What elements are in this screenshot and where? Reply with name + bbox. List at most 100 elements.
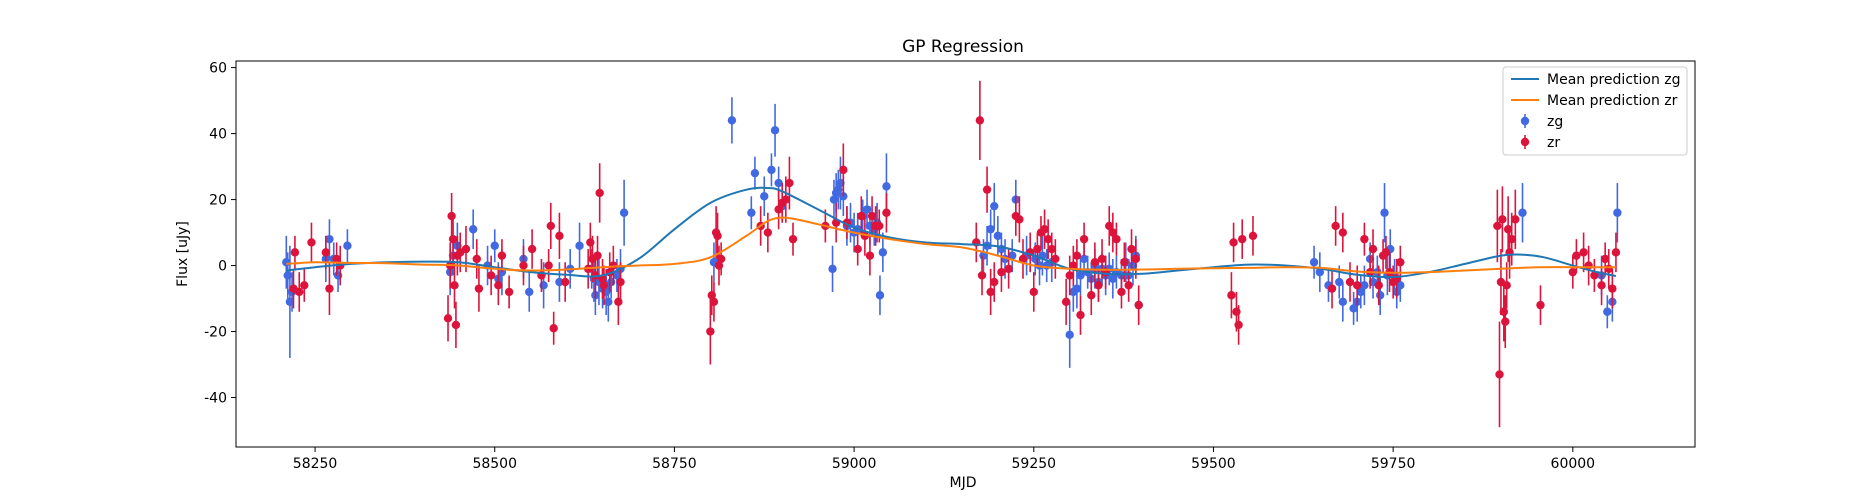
data-point <box>560 277 570 287</box>
x-tick-label: 58750 <box>652 456 697 472</box>
data-point <box>1097 254 1107 264</box>
data-point <box>1572 251 1581 260</box>
data-point <box>1381 248 1391 257</box>
data-point <box>295 287 304 297</box>
data-point <box>716 254 726 264</box>
data-point <box>300 281 309 290</box>
chart-title: GP Regression <box>902 37 1024 57</box>
series-zr <box>289 80 1621 428</box>
data-point <box>1040 225 1049 234</box>
data-point <box>1072 251 1082 260</box>
data-point <box>325 234 334 244</box>
data-point <box>774 205 783 214</box>
data-point <box>839 165 848 175</box>
data-point <box>857 211 866 221</box>
data-point <box>1376 291 1385 300</box>
data-point <box>546 221 555 231</box>
data-point <box>1087 291 1096 300</box>
data-point <box>1356 287 1365 297</box>
data-point <box>781 195 791 204</box>
data-point <box>727 116 737 125</box>
data-point <box>788 234 798 244</box>
data-point <box>1105 221 1114 231</box>
data-point <box>1008 251 1017 260</box>
data-point <box>1518 208 1527 217</box>
data-point <box>1065 271 1074 280</box>
data-point <box>1380 208 1389 217</box>
data-point <box>321 248 331 257</box>
data-point <box>986 287 995 297</box>
x-tick-label: 59000 <box>832 456 877 472</box>
data-point <box>486 271 496 280</box>
data-point <box>1238 234 1247 244</box>
data-point <box>1360 234 1369 244</box>
data-point <box>549 324 558 333</box>
data-point <box>519 261 528 270</box>
data-point <box>1507 234 1516 244</box>
data-point <box>595 188 604 198</box>
data-point <box>1076 271 1085 280</box>
data-point <box>1568 267 1578 277</box>
legend-label: Mean prediction zr <box>1547 93 1678 109</box>
data-point <box>468 225 478 234</box>
data-point <box>993 231 1003 241</box>
data-point <box>1108 228 1118 237</box>
data-point <box>451 320 461 330</box>
data-point <box>1338 228 1348 237</box>
data-point <box>448 234 458 244</box>
data-point <box>1498 215 1507 224</box>
data-point <box>1131 254 1141 264</box>
data-point <box>1501 317 1510 326</box>
data-point <box>1065 330 1074 340</box>
x-tick-label: 59500 <box>1191 456 1236 472</box>
data-point <box>1309 258 1319 267</box>
data-point <box>1069 261 1078 270</box>
data-point <box>1076 310 1085 320</box>
data-point <box>1094 281 1103 290</box>
data-point <box>1124 281 1133 290</box>
y-axis: -40 -20 0 20 40 60 <box>204 61 236 407</box>
data-point <box>1033 244 1042 254</box>
data-point <box>1536 300 1545 310</box>
data-point <box>1018 254 1028 264</box>
data-point <box>1349 304 1358 313</box>
data-point <box>1079 234 1089 244</box>
data-point <box>604 297 613 307</box>
data-point <box>747 208 756 217</box>
data-point <box>865 251 875 260</box>
data-point <box>1004 264 1013 274</box>
data-point <box>882 208 891 217</box>
data-point <box>1613 208 1622 217</box>
data-point <box>763 228 773 237</box>
data-point <box>1327 284 1337 293</box>
data-point <box>1029 287 1038 297</box>
data-point <box>1396 258 1405 267</box>
data-point <box>986 225 995 234</box>
data-point <box>1117 287 1126 297</box>
data-point <box>447 211 456 221</box>
data-point <box>555 277 564 287</box>
data-point <box>1345 277 1355 287</box>
data-point <box>1360 281 1369 290</box>
data-point <box>1600 254 1610 264</box>
y-tick-label: 60 <box>209 61 227 77</box>
data-point <box>497 251 507 260</box>
line-Mean prediction zr <box>286 216 1616 274</box>
x-tick-label: 59750 <box>1371 456 1416 472</box>
data-point <box>1374 281 1383 290</box>
data-point <box>709 297 719 307</box>
data-point <box>443 314 453 323</box>
data-point <box>1229 238 1238 247</box>
data-point <box>982 185 992 194</box>
data-point <box>1368 244 1378 254</box>
data-point <box>619 208 629 217</box>
x-tick-label: 58250 <box>293 456 338 472</box>
data-point <box>1511 215 1520 224</box>
data-point <box>1047 244 1056 254</box>
axes-frame <box>235 60 1696 448</box>
series-layer <box>282 80 1622 428</box>
y-tick-label: -20 <box>204 325 227 341</box>
data-point <box>1127 244 1136 254</box>
data-point <box>490 241 499 250</box>
